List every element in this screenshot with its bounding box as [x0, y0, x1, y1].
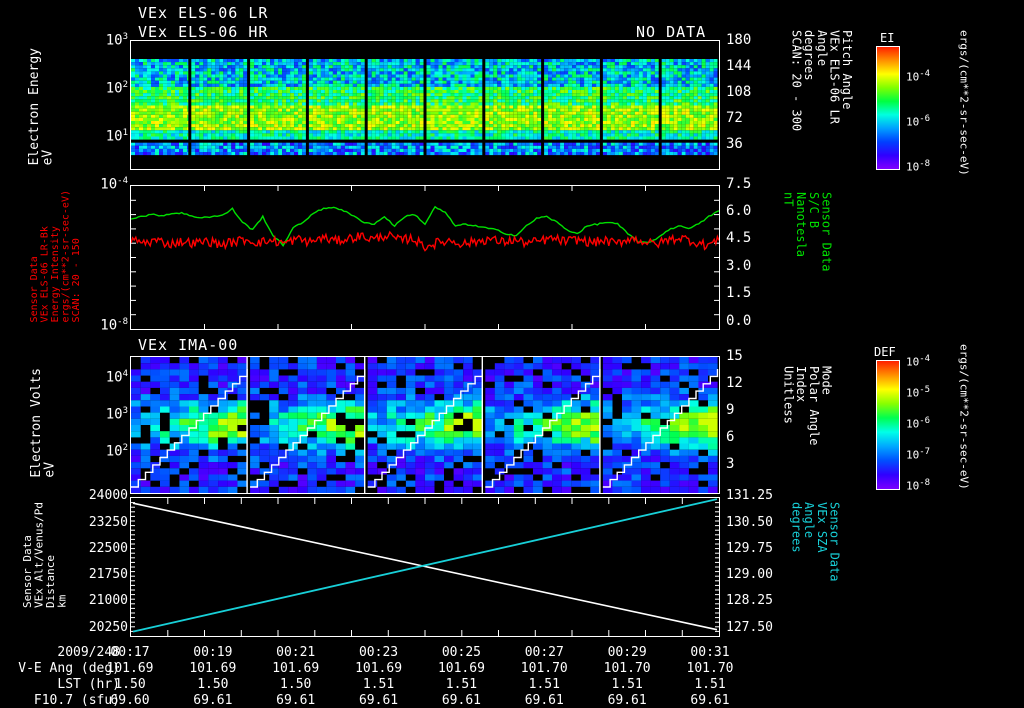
- table-cell-ve-ang-1: 101.69: [189, 661, 237, 676]
- table-row-label-veang: V-E Ang (deg): [18, 661, 120, 676]
- panel1-right-axis: 180 144 108 72 36: [726, 32, 752, 152]
- table-cell-lst-4: 1.51: [445, 677, 478, 692]
- panel3-right-axis: 15 12 9 6 3: [726, 348, 743, 472]
- table-cell-lst-6: 1.51: [611, 677, 643, 692]
- colorbar1: [876, 46, 900, 170]
- panel-ima-spectrogram[interactable]: [130, 356, 720, 494]
- table-row-label-date: 2009/248: [57, 645, 120, 660]
- ima-heatmap: [131, 357, 719, 493]
- panel4-lines: [131, 498, 719, 636]
- table-cell-ve-ang-6: 101.70: [603, 661, 651, 676]
- panel4-left-label: Sensor Data VEx Alt/Venus/Pd Distance km: [21, 502, 69, 608]
- table-cell-time-5: 00:27: [524, 645, 564, 660]
- panel4-right-label: Sensor Data VEx SZA Angle degrees: [789, 502, 842, 582]
- colorbar2: [876, 360, 900, 490]
- table-cell-f107-0: 69.60: [110, 693, 150, 708]
- table-cell-lst-5: 1.51: [528, 677, 560, 692]
- colorbar2-name: DEF: [874, 345, 896, 359]
- panel-electron-energy-spectrogram[interactable]: [130, 40, 720, 170]
- table-cell-f107-5: 69.61: [524, 693, 564, 708]
- electron-energy-heatmap: [131, 41, 719, 169]
- table-cell-lst-2: 1.50: [280, 677, 312, 692]
- table-cell-ve-ang-7: 101.70: [686, 661, 734, 676]
- bottom-table: 2009/248 V-E Ang (deg) LST (hr) F10.7 (s…: [0, 645, 1024, 708]
- table-cell-lst-7: 1.51: [694, 677, 726, 692]
- table-cell-time-6: 00:29: [607, 645, 647, 660]
- panel2-right-label: Sensor Data S/C B Nanotesla nT: [781, 192, 834, 272]
- panel-energy-intensity-bfield[interactable]: [130, 185, 720, 330]
- colorbar1-name: EI: [880, 31, 895, 45]
- panel4-right-axis: 131.25 130.50 129.75 129.00 128.25 127.5…: [726, 488, 773, 635]
- table-cell-time-7: 00:31: [690, 645, 730, 660]
- panel1-no-data-label: NO DATA: [636, 23, 707, 41]
- panel3-left-label: Electron Volts eV: [29, 368, 58, 478]
- table-cell-time-3: 00:23: [358, 645, 399, 660]
- table-row-label-lst: LST (hr): [57, 677, 120, 692]
- panel1-title-hr: VEx ELS-06 HR: [138, 23, 269, 41]
- panel1-right-label: Pitch Angle VEx ELS-06 LR Angle degrees SCAN…: [789, 30, 854, 132]
- panel3-title: VEx IMA-00: [138, 336, 239, 354]
- panel1-left-axis: 103 102 101: [105, 32, 128, 145]
- table-cell-time-2: 00:21: [276, 645, 316, 660]
- table-cell-f107-3: 69.61: [358, 693, 399, 708]
- panel3-right-label: Mode Polar Angle Index Unitless: [781, 366, 834, 446]
- table-cell-f107-7: 69.61: [690, 693, 730, 708]
- table-cell-ve-ang-2: 101.69: [272, 661, 320, 676]
- table-cell-f107-2: 69.61: [276, 693, 316, 708]
- panel4-left-axis: 24000 23250 22500 21750 21000 20250: [88, 488, 128, 635]
- table-cell-f107-4: 69.61: [441, 693, 481, 708]
- panel3-left-axis: 104 103 102: [105, 369, 128, 460]
- table-cell-ve-ang-0: 101.69: [106, 661, 154, 676]
- table-cell-f107-1: 69.61: [193, 693, 233, 708]
- table-row-label-f107: F10.7 (sfu): [33, 693, 120, 708]
- table-cell-time-1: 00:19: [193, 645, 233, 660]
- table-cell-lst-1: 1.50: [197, 677, 229, 692]
- panel2-right-axis: 7.5 6.0 4.5 3.0 1.5 0.0: [726, 176, 752, 329]
- table-cell-ve-ang-4: 101.69: [437, 661, 485, 676]
- table-cell-lst-0: 1.50: [114, 677, 146, 692]
- colorbar1-unit: ergs/(cm**2-sr-sec-eV): [957, 30, 971, 176]
- panel1-title-lr: VEx ELS-06 LR: [138, 4, 269, 22]
- panel-altitude-sza[interactable]: [130, 497, 720, 637]
- colorbar1-ticks: 10-4 10-6 10-8: [906, 69, 931, 174]
- colorbar2-ticks: 10-4 10-5 10-6 10-7 10-8: [906, 354, 931, 493]
- table-cell-time-0: 00:17: [110, 645, 150, 660]
- table-cell-time-4: 00:25: [441, 645, 481, 660]
- panel2-left-axis: 10-4 10-8: [100, 176, 128, 334]
- table-cell-lst-3: 1.51: [362, 677, 395, 692]
- table-cell-ve-ang-3: 101.69: [355, 661, 403, 676]
- panel2-lines: [131, 186, 719, 329]
- panel1-left-label: Electron Energy eV: [27, 48, 56, 166]
- table-cell-ve-ang-5: 101.70: [520, 661, 568, 676]
- table-cell-f107-6: 69.61: [607, 693, 647, 708]
- panel2-left-label: Sensor Data VEx ELS-06 LR-Bk Energy Intens…: [29, 190, 82, 323]
- colorbar2-unit: ergs/(cm**2-sr-sec-eV): [957, 344, 971, 490]
